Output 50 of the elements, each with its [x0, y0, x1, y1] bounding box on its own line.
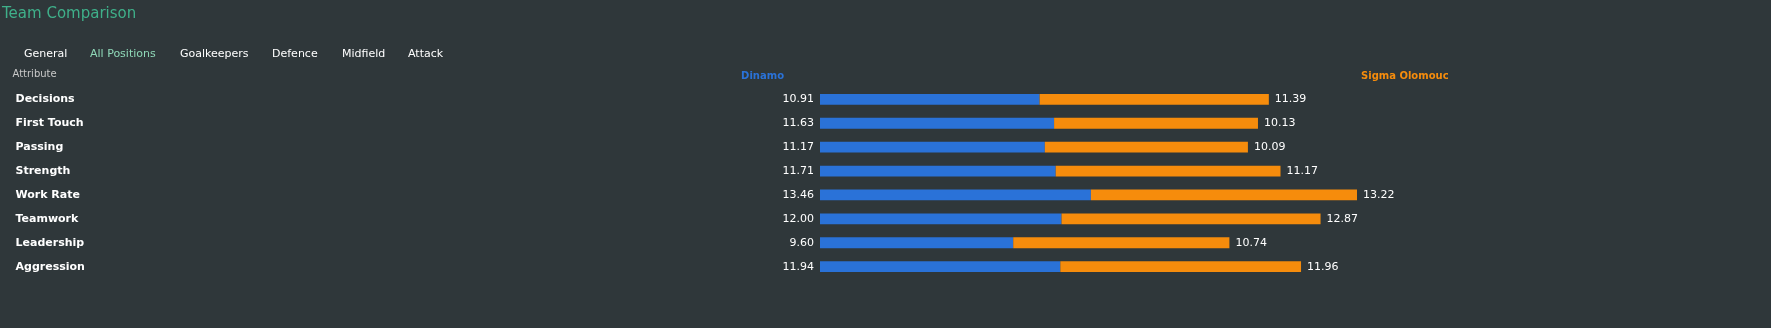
bar	[1044, 141, 1248, 153]
text: Goalkeepers	[180, 47, 249, 60]
y-tick-label: Decisions	[15, 92, 76, 106]
y-tick-label: Work Rate	[15, 187, 80, 201]
text: Defence	[272, 47, 318, 60]
bar	[820, 237, 1014, 249]
data-label: 10.74	[1235, 235, 1267, 249]
y-tick-label: Leadership	[15, 235, 85, 249]
bar	[1061, 213, 1321, 225]
bar	[820, 141, 1045, 153]
data-label: 11.17	[782, 140, 814, 154]
y-tick-label: Teamwork	[15, 211, 80, 225]
text: All Positions	[90, 47, 156, 60]
text: Sigma Olomouc	[1361, 70, 1449, 81]
data-label: 11.94	[782, 259, 814, 273]
bar	[820, 261, 1061, 273]
data-label: 9.60	[789, 235, 814, 249]
y-tick-label: Aggression	[15, 259, 85, 273]
bar	[1039, 93, 1269, 105]
text: Dinamo	[741, 70, 785, 81]
bar	[820, 189, 1091, 201]
text: Attack	[408, 47, 444, 60]
data-label: 11.71	[782, 164, 814, 178]
bar	[820, 93, 1040, 105]
bar	[1054, 117, 1258, 129]
text: General	[24, 47, 68, 60]
data-label: 10.91	[782, 92, 814, 106]
bar	[820, 165, 1056, 177]
data-label: 11.39	[1274, 92, 1307, 106]
data-label: 12.00	[782, 211, 814, 225]
y-tick-label: Passing	[15, 140, 64, 154]
bar	[1060, 261, 1302, 273]
y-tick-label: First Touch	[15, 116, 84, 130]
data-label: 13.46	[782, 187, 814, 201]
bar	[1055, 165, 1281, 177]
data-label: 11.17	[1286, 164, 1319, 178]
bar	[820, 213, 1062, 225]
y-axis-title: Attribute	[12, 67, 57, 79]
bar	[1090, 189, 1357, 201]
data-label: 10.09	[1253, 140, 1286, 154]
text: Team Comparison	[1, 4, 137, 22]
data-label: 13.22	[1363, 187, 1395, 201]
y-tick-label: Strength	[15, 164, 71, 178]
bar	[820, 117, 1055, 129]
bar	[1013, 237, 1230, 249]
data-label: 11.96	[1307, 259, 1339, 273]
data-label: 11.63	[782, 116, 814, 130]
data-label: 10.13	[1263, 116, 1296, 130]
text: Midfield	[342, 47, 386, 60]
data-label: 12.87	[1326, 211, 1359, 225]
